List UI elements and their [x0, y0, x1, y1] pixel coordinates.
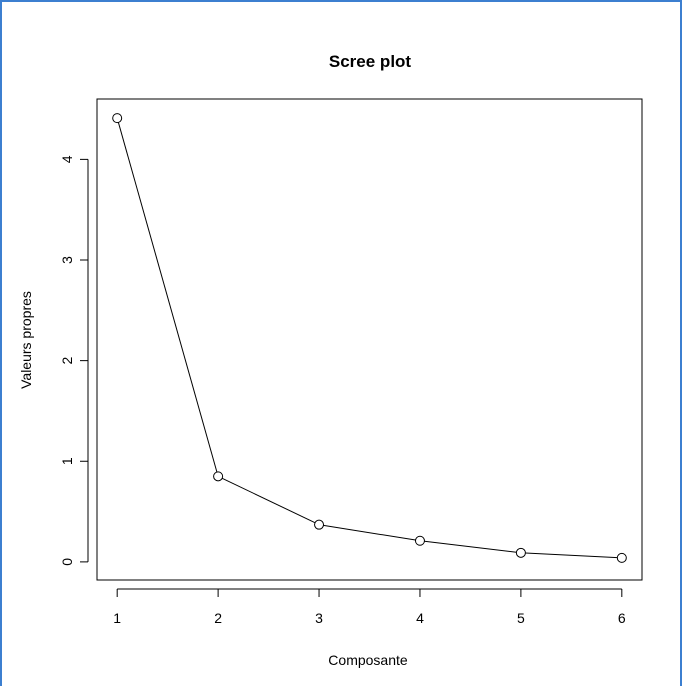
series-line-segment [424, 540, 517, 553]
y-tick-label: 3 [59, 256, 75, 264]
x-tick-label: 6 [618, 610, 626, 626]
x-tick-label: 2 [214, 610, 222, 626]
y-tick-label: 4 [59, 155, 75, 163]
data-point [515, 547, 526, 558]
y-tick-label: 0 [59, 558, 75, 566]
y-tick-label: 1 [59, 457, 75, 465]
series-line-segment [221, 477, 316, 524]
x-tick-label: 5 [517, 610, 525, 626]
series-eigenvalues [112, 113, 627, 563]
x-tick-label: 4 [416, 610, 424, 626]
data-point [112, 113, 123, 124]
series-line-segment [117, 122, 218, 473]
y-tick-label: 2 [59, 357, 75, 365]
chart-title: Scree plot [329, 52, 412, 71]
series-line-segment [323, 524, 416, 541]
y-axis-label: Valeurs propres [18, 291, 34, 389]
data-point [213, 471, 224, 482]
x-axis: 1 2 3 4 5 6 [113, 588, 626, 626]
x-tick-label: 3 [315, 610, 323, 626]
plot-area-box [96, 98, 643, 581]
data-point [314, 519, 325, 530]
data-point [414, 535, 425, 546]
x-axis-label: Composante [328, 652, 408, 668]
y-axis: 0 1 2 3 4 [59, 155, 89, 566]
x-tick-label: 1 [113, 610, 121, 626]
series-line-segment [525, 552, 618, 559]
data-point [616, 552, 627, 563]
